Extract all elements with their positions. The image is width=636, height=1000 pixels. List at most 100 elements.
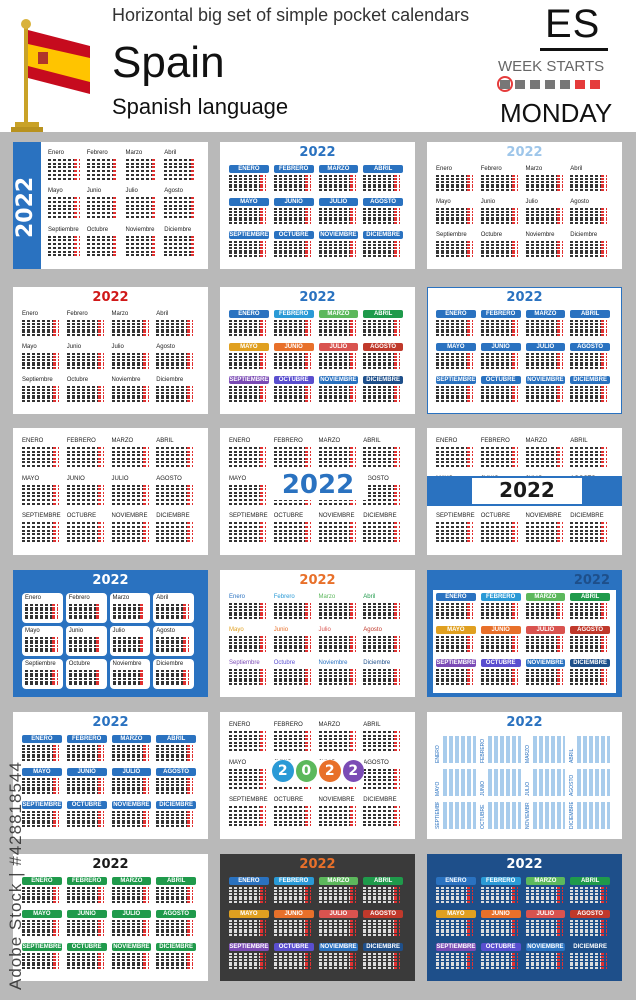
month-name: OCTUBRE (66, 943, 107, 951)
month-block: ABRIL (363, 877, 403, 906)
week-row (318, 358, 356, 361)
weekend-days (601, 450, 608, 453)
month-name: JULIO (111, 768, 152, 776)
weekend-days (556, 611, 563, 614)
week-row (363, 216, 401, 219)
week-row (66, 386, 104, 388)
weekend-days (511, 898, 518, 901)
week-row (156, 454, 194, 457)
weekend-days (601, 213, 608, 216)
weekend-days (394, 222, 401, 225)
week-row (436, 394, 474, 397)
weekend-days (394, 219, 401, 222)
weekend-days (394, 636, 401, 638)
weekend-days (183, 647, 189, 650)
weekend-days (74, 159, 80, 161)
week-row (111, 495, 149, 498)
weekend-days (53, 753, 60, 756)
weekend-days (467, 243, 474, 246)
week-row (66, 484, 104, 487)
week-row (436, 674, 474, 677)
weekend-days (349, 934, 356, 937)
week-row (525, 525, 563, 528)
week-row (436, 887, 474, 889)
week-row (25, 637, 58, 639)
week-row (436, 189, 474, 192)
weekend-days (187, 750, 194, 753)
month-name: ABRIL (569, 748, 576, 763)
week-row (318, 180, 356, 183)
week-row (525, 677, 563, 680)
weekend-days (467, 677, 474, 680)
weekend-days (142, 331, 149, 334)
weekend-days (95, 675, 102, 678)
week-row (525, 394, 563, 397)
weekend-days (304, 447, 311, 449)
weekend-days (304, 820, 311, 823)
weekend-days (556, 243, 563, 246)
week-row (156, 322, 194, 325)
weekend-days (349, 533, 356, 536)
week-row (25, 675, 58, 678)
week-row (436, 241, 474, 243)
weekend-days (394, 641, 401, 644)
week-row (363, 824, 401, 827)
week-row (229, 779, 267, 782)
week-row (525, 386, 563, 388)
week-row (156, 747, 194, 750)
month-block: ABRIL (570, 593, 610, 622)
week-row (112, 612, 146, 614)
week-row (273, 364, 311, 367)
weekend-days (601, 887, 608, 889)
weekend-days (113, 177, 119, 180)
week-row (156, 898, 194, 901)
month-block: OCTUBRE (480, 376, 521, 405)
week-row (273, 671, 311, 674)
week-row (480, 450, 518, 453)
week-row (22, 813, 60, 816)
week-row (363, 953, 401, 955)
month-block: ABRIL (156, 437, 196, 471)
week-row (525, 457, 563, 460)
month-name: ABRIL (156, 877, 196, 885)
month-name: OCTUBRE (273, 943, 314, 951)
weekend-days (511, 465, 518, 468)
month-name: NOVIEMBRE (524, 802, 531, 829)
week-row (480, 611, 518, 614)
week-row (68, 609, 102, 612)
weekend-days (260, 964, 267, 967)
weekend-days (97, 953, 104, 955)
weekend-days (511, 892, 518, 895)
week-row (22, 364, 60, 367)
weekend-days (260, 931, 267, 934)
week-row (22, 355, 60, 358)
week-row (86, 215, 119, 218)
weekend-days (349, 320, 356, 322)
month-block: AGOSTO (156, 475, 196, 509)
weekend-days (142, 783, 149, 786)
weekend-days (467, 925, 474, 928)
week-row (436, 967, 474, 970)
week-row (229, 400, 267, 403)
weekend-days (394, 820, 401, 823)
week-row (229, 495, 267, 498)
week-row (156, 670, 189, 672)
weekend-days (53, 813, 60, 816)
month-block: DICIEMBRE (156, 801, 196, 830)
weekend-days (349, 964, 356, 967)
week-row (436, 895, 474, 898)
month-name: DICIEMBRE (363, 513, 397, 520)
month-name: SEPTIEMBRE (22, 801, 62, 809)
weekend-days (97, 898, 104, 901)
week-row (570, 358, 608, 361)
week-row (570, 367, 608, 370)
week-row (570, 465, 608, 468)
weekend-days (556, 650, 563, 653)
weekend-days (142, 325, 149, 328)
month-name: FEBRERO (273, 722, 303, 728)
weekend-days (394, 358, 401, 361)
week-row (363, 669, 401, 671)
week-row (525, 898, 563, 901)
week-row (436, 400, 474, 403)
month-block: Abril (570, 165, 610, 194)
